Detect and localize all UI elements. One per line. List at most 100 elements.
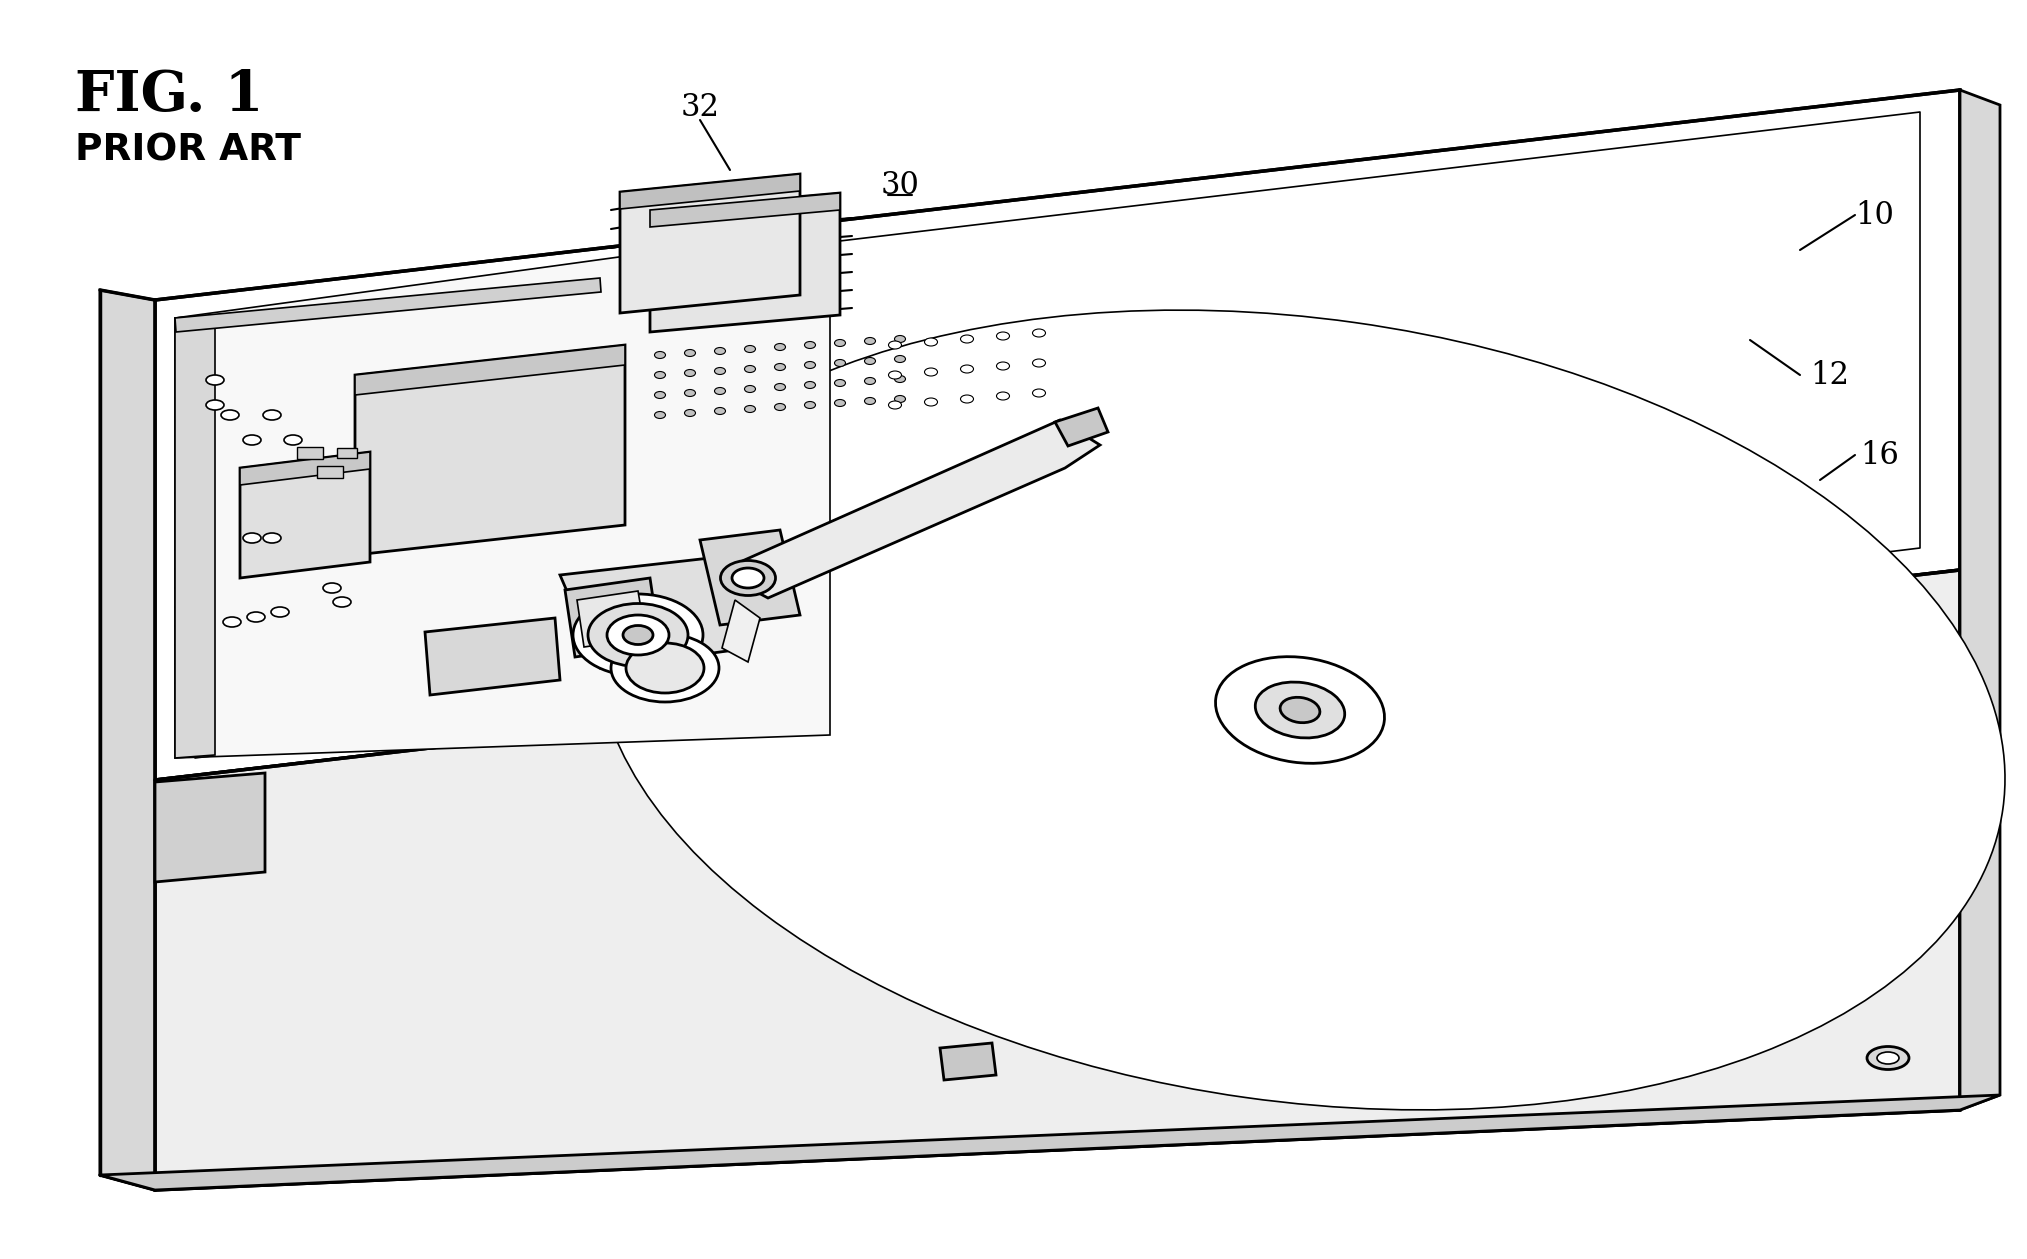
Polygon shape: [154, 773, 266, 883]
Ellipse shape: [714, 368, 726, 374]
Text: 30: 30: [290, 495, 330, 525]
Polygon shape: [1960, 89, 2001, 1110]
Ellipse shape: [243, 533, 261, 543]
Polygon shape: [355, 345, 624, 555]
Ellipse shape: [714, 408, 726, 414]
Ellipse shape: [774, 384, 786, 390]
Polygon shape: [174, 315, 215, 758]
Ellipse shape: [264, 410, 282, 421]
Ellipse shape: [961, 365, 973, 373]
Polygon shape: [722, 601, 760, 662]
Ellipse shape: [894, 395, 906, 403]
Ellipse shape: [685, 409, 695, 417]
Ellipse shape: [961, 335, 973, 342]
Ellipse shape: [714, 347, 726, 355]
Polygon shape: [174, 228, 829, 758]
Polygon shape: [620, 174, 801, 209]
Ellipse shape: [207, 400, 225, 410]
Ellipse shape: [720, 560, 776, 596]
Ellipse shape: [732, 568, 764, 588]
Ellipse shape: [606, 614, 669, 655]
Ellipse shape: [221, 410, 239, 421]
Ellipse shape: [332, 597, 351, 607]
Ellipse shape: [1877, 1053, 1899, 1064]
Polygon shape: [154, 570, 1960, 1190]
Ellipse shape: [655, 371, 665, 379]
Ellipse shape: [864, 337, 876, 345]
Polygon shape: [174, 278, 600, 332]
Ellipse shape: [805, 381, 815, 389]
Polygon shape: [298, 447, 322, 460]
Ellipse shape: [774, 403, 786, 410]
Ellipse shape: [744, 345, 756, 353]
Polygon shape: [426, 618, 559, 695]
Ellipse shape: [714, 388, 726, 394]
Text: 30: 30: [880, 170, 920, 200]
Polygon shape: [239, 452, 371, 485]
Polygon shape: [651, 193, 839, 332]
Ellipse shape: [1255, 682, 1344, 738]
Ellipse shape: [284, 436, 302, 444]
Polygon shape: [699, 530, 801, 624]
Polygon shape: [355, 345, 624, 395]
Ellipse shape: [805, 402, 815, 408]
Ellipse shape: [588, 603, 687, 666]
Polygon shape: [620, 174, 801, 313]
Ellipse shape: [626, 643, 703, 692]
Ellipse shape: [655, 392, 665, 399]
Ellipse shape: [835, 399, 845, 407]
Ellipse shape: [894, 355, 906, 363]
Ellipse shape: [1216, 657, 1384, 763]
Ellipse shape: [1281, 697, 1320, 723]
Polygon shape: [651, 193, 839, 227]
Ellipse shape: [835, 360, 845, 366]
Ellipse shape: [655, 412, 665, 418]
Ellipse shape: [744, 365, 756, 373]
Text: 12: 12: [1810, 360, 1849, 390]
Ellipse shape: [805, 361, 815, 369]
Ellipse shape: [888, 341, 902, 349]
Text: 18: 18: [906, 403, 945, 433]
Ellipse shape: [835, 340, 845, 346]
Ellipse shape: [596, 310, 2005, 1110]
Polygon shape: [336, 448, 357, 458]
Polygon shape: [99, 290, 154, 1190]
Ellipse shape: [924, 337, 939, 346]
Ellipse shape: [997, 363, 1009, 370]
Ellipse shape: [574, 594, 703, 676]
Text: 26: 26: [651, 577, 689, 608]
Ellipse shape: [774, 364, 786, 370]
Ellipse shape: [685, 369, 695, 376]
Ellipse shape: [264, 533, 282, 543]
Ellipse shape: [207, 375, 225, 385]
Ellipse shape: [685, 389, 695, 397]
Polygon shape: [1054, 408, 1109, 446]
Polygon shape: [738, 421, 1101, 598]
Ellipse shape: [888, 371, 902, 379]
Polygon shape: [154, 89, 1960, 781]
Ellipse shape: [243, 436, 261, 444]
Ellipse shape: [888, 402, 902, 409]
Text: 14: 14: [1281, 675, 1320, 705]
Text: 24: 24: [661, 530, 699, 560]
Text: 10: 10: [1855, 199, 1895, 230]
Ellipse shape: [272, 607, 290, 617]
Ellipse shape: [1867, 1046, 1909, 1069]
Ellipse shape: [223, 617, 241, 627]
Polygon shape: [566, 578, 661, 657]
Ellipse shape: [864, 398, 876, 404]
Ellipse shape: [924, 398, 939, 405]
Text: 16: 16: [1861, 439, 1899, 471]
Ellipse shape: [622, 626, 653, 645]
Ellipse shape: [864, 358, 876, 365]
Ellipse shape: [997, 332, 1009, 340]
Ellipse shape: [1032, 389, 1046, 397]
Ellipse shape: [744, 385, 756, 393]
Ellipse shape: [247, 612, 266, 622]
Ellipse shape: [685, 350, 695, 356]
Ellipse shape: [894, 335, 906, 342]
Ellipse shape: [961, 395, 973, 403]
Ellipse shape: [894, 375, 906, 383]
Text: 20: 20: [981, 342, 1020, 374]
Text: PRIOR ART: PRIOR ART: [75, 132, 300, 167]
